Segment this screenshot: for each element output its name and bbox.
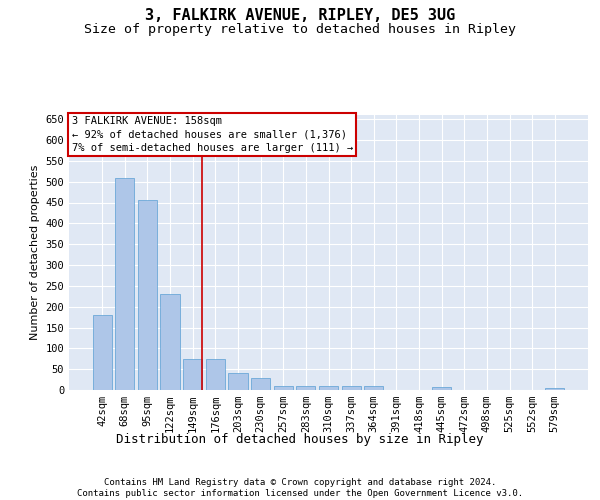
Bar xyxy=(115,178,134,390)
Bar xyxy=(545,388,565,390)
Bar xyxy=(364,386,383,390)
Text: 3 FALKIRK AVENUE: 158sqm
← 92% of detached houses are smaller (1,376)
7% of semi: 3 FALKIRK AVENUE: 158sqm ← 92% of detach… xyxy=(71,116,353,153)
Text: Distribution of detached houses by size in Ripley: Distribution of detached houses by size … xyxy=(116,432,484,446)
Bar xyxy=(160,294,180,390)
Text: 3, FALKIRK AVENUE, RIPLEY, DE5 3UG: 3, FALKIRK AVENUE, RIPLEY, DE5 3UG xyxy=(145,8,455,22)
Bar xyxy=(92,315,112,390)
Bar xyxy=(251,378,270,390)
Bar xyxy=(206,359,225,390)
Bar xyxy=(274,386,293,390)
Bar xyxy=(341,386,361,390)
Bar xyxy=(432,386,451,390)
Text: Contains HM Land Registry data © Crown copyright and database right 2024.
Contai: Contains HM Land Registry data © Crown c… xyxy=(77,478,523,498)
Bar xyxy=(138,200,157,390)
Y-axis label: Number of detached properties: Number of detached properties xyxy=(30,165,40,340)
Text: Size of property relative to detached houses in Ripley: Size of property relative to detached ho… xyxy=(84,22,516,36)
Bar xyxy=(229,374,248,390)
Bar xyxy=(319,386,338,390)
Bar xyxy=(296,386,316,390)
Bar xyxy=(183,359,202,390)
